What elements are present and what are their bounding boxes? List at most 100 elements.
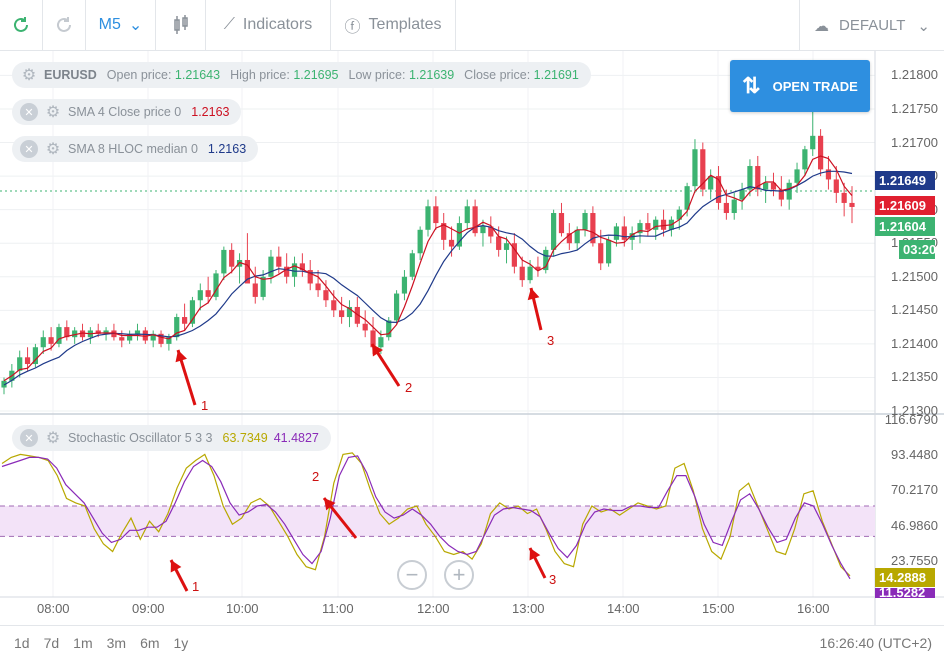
annotation-arrowhead xyxy=(529,548,541,561)
candle-up xyxy=(189,300,196,324)
close-icon[interactable]: ✕ xyxy=(20,140,38,158)
candle-down xyxy=(535,266,541,271)
price-tick-label: 1.21800 xyxy=(891,67,938,83)
candle-down xyxy=(700,149,706,190)
candle-down xyxy=(723,202,729,214)
sma4-badge: 1.21609 xyxy=(875,196,935,215)
annotation-label: 2 xyxy=(405,380,413,395)
candle-up xyxy=(393,293,400,321)
time-tick-label: 11:00 xyxy=(322,601,354,616)
indicators-button[interactable]: ⟋ Indicators xyxy=(206,0,331,51)
bottom-bar: 1d 7d 1m 3m 6m 1y 16:26:40 (UTC+2) xyxy=(0,625,944,660)
sma8-badge: 1.21649 xyxy=(875,171,935,190)
candle-up xyxy=(527,266,533,281)
candle-up xyxy=(582,213,588,230)
gear-icon[interactable]: ⚙ xyxy=(45,141,61,158)
price-tick-label: 1.21500 xyxy=(891,268,938,284)
low-value: 1.21639 xyxy=(408,68,455,82)
stoch-label: Stochastic Oscillator 5 3 3 xyxy=(68,431,213,445)
chevron-down-icon: ⌄ xyxy=(917,17,930,35)
candle-down xyxy=(778,189,784,200)
candle-up xyxy=(150,333,156,341)
candle-down xyxy=(299,263,305,271)
candle-down xyxy=(645,223,651,230)
stoch-legend: ✕ ⚙ Stochastic Oscillator 5 3 3 63.7349 … xyxy=(12,425,331,451)
stoch-k-value: 63.7349 xyxy=(222,431,268,445)
annotation-label: 3 xyxy=(549,572,557,587)
candle-down xyxy=(590,213,596,244)
candle-down xyxy=(511,243,517,267)
close-label: Close price: xyxy=(464,68,531,82)
price-tick-label: 1.21750 xyxy=(891,100,938,116)
close-icon[interactable]: ✕ xyxy=(20,429,38,447)
close-value: 1.21691 xyxy=(533,68,579,82)
range-7d[interactable]: 7d xyxy=(43,635,60,651)
gear-icon[interactable]: ⚙ xyxy=(45,104,61,121)
candle-up xyxy=(503,243,510,250)
candle-down xyxy=(354,306,360,324)
candle-up xyxy=(103,330,109,334)
candle-down xyxy=(284,266,290,277)
cloud-icon: ☁ xyxy=(814,17,830,35)
range-1m[interactable]: 1m xyxy=(73,635,93,651)
high-value: 1.21695 xyxy=(293,68,339,82)
annotation-label: 1 xyxy=(192,579,200,594)
candle-up xyxy=(810,135,816,150)
redo-icon[interactable] xyxy=(43,0,86,51)
candle-down xyxy=(142,330,148,341)
candle-down xyxy=(755,166,761,190)
zoom-out-button[interactable]: − xyxy=(397,560,427,590)
candle-up xyxy=(378,337,384,348)
candle-up xyxy=(17,357,23,371)
candle-up xyxy=(386,320,392,338)
candle-down xyxy=(339,310,345,318)
updown-arrows-icon: ⇅ xyxy=(742,73,761,98)
range-3m[interactable]: 3m xyxy=(106,635,127,651)
toolbar: M5 ⌄ ⟋ Indicators ⓕ Templates ☁ DEFAULT … xyxy=(0,0,944,51)
price-tick-label: 1.21400 xyxy=(891,335,938,351)
candle-down xyxy=(362,323,368,331)
templates-button[interactable]: ⓕ Templates xyxy=(331,0,456,51)
timeframe-select[interactable]: M5 ⌄ xyxy=(86,0,156,51)
candle-up xyxy=(32,347,39,365)
time-tick-label: 16:00 xyxy=(797,601,830,616)
candle-down xyxy=(558,213,565,234)
candle-down xyxy=(244,259,251,284)
stoch-tick-label: 93.4480 xyxy=(891,447,938,463)
sma8-line xyxy=(3,170,853,386)
annotation-arrowhead xyxy=(324,498,336,511)
open-value: 1.21643 xyxy=(174,68,221,82)
stoch-d-value: 41.4827 xyxy=(273,431,319,445)
candle-down xyxy=(441,223,447,240)
sma4-value: 1.2163 xyxy=(191,105,230,119)
close-icon[interactable]: ✕ xyxy=(20,103,38,121)
templates-icon: ⓕ xyxy=(344,19,361,36)
zoom-in-button[interactable]: + xyxy=(444,560,474,590)
template-default-select[interactable]: ☁ DEFAULT ⌄ xyxy=(799,0,944,51)
annotation-label: 1 xyxy=(201,398,209,413)
open-label: Open price: xyxy=(106,68,172,82)
candle-up xyxy=(174,317,180,338)
candle-down xyxy=(621,226,627,240)
candle-down xyxy=(307,270,313,284)
chart-canvas[interactable] xyxy=(0,0,944,625)
time-tick-label: 08:00 xyxy=(37,601,70,616)
candle-up xyxy=(605,239,612,264)
stoch-d-badge: 11.5282 xyxy=(875,588,935,598)
range-1y[interactable]: 1y xyxy=(173,635,189,651)
candle-up xyxy=(613,226,620,240)
candle-up xyxy=(40,337,46,348)
range-6m[interactable]: 6m xyxy=(140,635,160,651)
range-1d[interactable]: 1d xyxy=(14,635,30,651)
candle-up xyxy=(747,166,753,190)
chart-type-button[interactable] xyxy=(156,0,206,51)
stoch-k-line xyxy=(1,452,851,577)
refresh-icon[interactable] xyxy=(0,0,43,51)
gear-icon[interactable]: ⚙ xyxy=(21,67,37,84)
candle-down xyxy=(229,249,235,267)
open-trade-button[interactable]: ⇅ OPEN TRADE xyxy=(730,60,870,112)
candle-up xyxy=(417,229,423,254)
annotation-arrowhead xyxy=(372,344,383,357)
candle-up xyxy=(731,199,737,214)
gear-icon[interactable]: ⚙ xyxy=(45,430,61,447)
